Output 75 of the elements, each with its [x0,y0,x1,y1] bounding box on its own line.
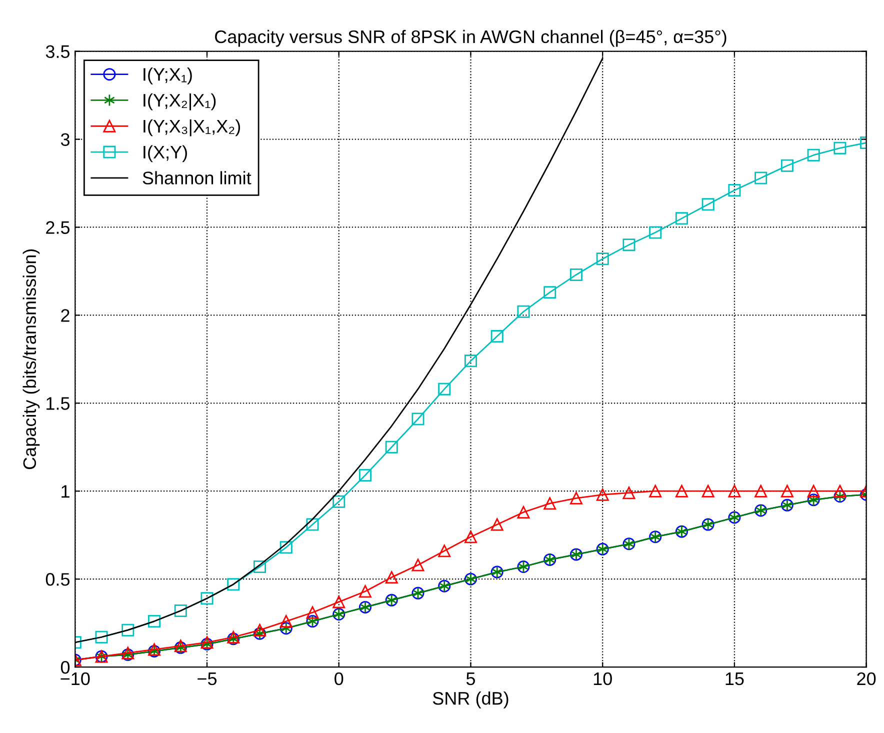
point [280,541,292,554]
chart-title: Capacity versus SNR of 8PSK in AWGN channel (β=45°, α=35°) [215,30,726,47]
point [834,142,846,154]
point [412,412,424,426]
point [358,585,372,598]
point [780,159,794,172]
point [412,558,424,572]
point [596,252,609,266]
point [780,484,794,498]
point [517,305,530,318]
point [174,604,187,617]
point [622,238,636,252]
point [438,382,451,396]
point [490,330,504,343]
point [464,354,477,368]
legend-label: I(Y;X₃|X₁,X₂) [144,119,240,136]
point [122,624,134,636]
legend-label: I(Y;X₂|X₁) [144,93,216,110]
point [306,518,319,531]
y-tick-label: 3.5 [46,45,70,58]
point [754,172,768,184]
x-tick-label: 15 [726,672,744,686]
point [649,484,662,498]
point [570,492,582,504]
point [358,469,372,482]
point [834,484,846,498]
y-tick-label: 1.5 [46,397,70,410]
point [728,184,741,197]
point [306,606,319,619]
y-axis-title: Capacity (bits/transmission) [22,249,40,470]
point [544,497,556,510]
point [332,596,346,608]
x-tick-label: −5 [198,672,217,686]
x-tick-label: −10 [60,672,90,686]
point [254,624,266,636]
point [754,484,768,498]
point [200,592,214,605]
point [148,615,161,628]
point [675,212,688,225]
point [517,506,530,518]
y-tick-label: 2 [61,309,70,322]
point [385,571,398,584]
x-axis-title: SNR (dB) [432,692,508,708]
y-tick-label: 3 [60,133,70,146]
legend-label: I(X;Y) [144,145,187,162]
point [280,615,292,628]
point [544,286,556,299]
legend-label: I(Y;X₁) [144,68,192,84]
x-tick-label: 5 [466,672,475,686]
point [385,440,398,454]
point [807,148,820,162]
x-tick-label: 0 [334,672,344,686]
point [807,484,820,498]
y-tick-label: 0 [60,660,70,674]
point [702,484,714,498]
legend-label: Shannon limit [142,171,252,184]
point [254,560,266,574]
y-tick-label: 1 [62,485,70,498]
y-tick-label: 0.5 [46,573,70,586]
point [438,544,451,558]
point [728,484,741,498]
y-tick-label: 2.5 [46,221,70,234]
point [649,226,662,239]
point [675,484,688,498]
point [332,495,346,508]
x-tick-label: 20 [857,672,876,686]
point [464,530,477,544]
point [622,486,636,500]
point [570,268,582,281]
point [702,198,714,211]
point [95,630,108,644]
x-tick-label: 10 [594,672,612,686]
point [490,518,504,531]
point [227,578,240,591]
point [596,488,609,501]
